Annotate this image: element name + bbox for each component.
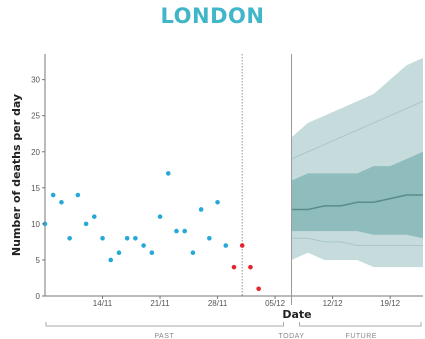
- x-axis-label: Date: [282, 308, 311, 321]
- observed-point: [190, 250, 196, 256]
- observed-point: [207, 236, 212, 241]
- incomplete-point: [248, 264, 253, 270]
- y-axis-label: Number of deaths per day: [10, 94, 23, 256]
- observed-point: [108, 257, 114, 263]
- observed-point: [92, 214, 97, 219]
- observed-point: [141, 243, 146, 248]
- y-tick-label: 0: [36, 292, 41, 301]
- x-tick-label: 05/12: [265, 299, 286, 308]
- inner-band: [291, 151, 423, 239]
- observed-point: [133, 236, 138, 241]
- y-tick-label: 15: [31, 184, 40, 193]
- incomplete-point: [231, 264, 237, 270]
- axes: [44, 54, 423, 305]
- observed-point: [100, 236, 105, 241]
- y-tick-label: 20: [31, 148, 40, 157]
- observed-point: [124, 236, 130, 241]
- observed-point: [75, 192, 81, 198]
- incomplete-point: [256, 286, 261, 292]
- projection-bands: [291, 58, 424, 268]
- observed-point: [50, 192, 56, 198]
- observed-point: [223, 243, 229, 248]
- observed-point: [59, 199, 64, 205]
- x-tick-label: 28/11: [208, 299, 228, 308]
- observed-point: [174, 228, 179, 234]
- past-label: PAST: [154, 333, 174, 339]
- y-tick-label: 30: [31, 76, 40, 85]
- observed-point: [67, 236, 72, 241]
- period-brackets: PAST TODAY FUTURE: [45, 322, 422, 339]
- observed-point: [116, 250, 122, 256]
- future-label: FUTURE: [346, 333, 377, 339]
- observed-point: [165, 171, 171, 176]
- x-tick-label: 19/12: [380, 299, 401, 308]
- x-tick-label: 14/11: [93, 299, 113, 308]
- observed-point: [157, 214, 163, 219]
- observed-point: [198, 207, 204, 212]
- past-bracket: [45, 322, 285, 327]
- lower-mid-line: [291, 237, 423, 247]
- upper-mid-line: [291, 100, 424, 160]
- median-line: [291, 194, 423, 211]
- today-label: TODAY: [279, 333, 305, 339]
- observed-point: [182, 228, 187, 234]
- y-tick-labels: 0 5 10 15 20 25 30: [31, 76, 45, 301]
- observed-point: [149, 250, 155, 256]
- y-tick-label: 5: [36, 256, 41, 265]
- incomplete-point: [239, 243, 245, 248]
- x-tick-labels: 14/11 21/11 28/11 05/12 12/12 19/12: [93, 296, 401, 308]
- observed-point: [215, 199, 220, 205]
- x-tick-label: 12/12: [323, 299, 344, 308]
- y-tick-label: 25: [31, 112, 40, 121]
- chart-title: LONDON: [160, 4, 265, 28]
- data-points: [42, 171, 261, 292]
- x-tick-label: 21/11: [150, 299, 170, 308]
- y-tick-label: 10: [31, 220, 40, 229]
- observed-point: [83, 221, 89, 227]
- future-bracket: [299, 322, 422, 327]
